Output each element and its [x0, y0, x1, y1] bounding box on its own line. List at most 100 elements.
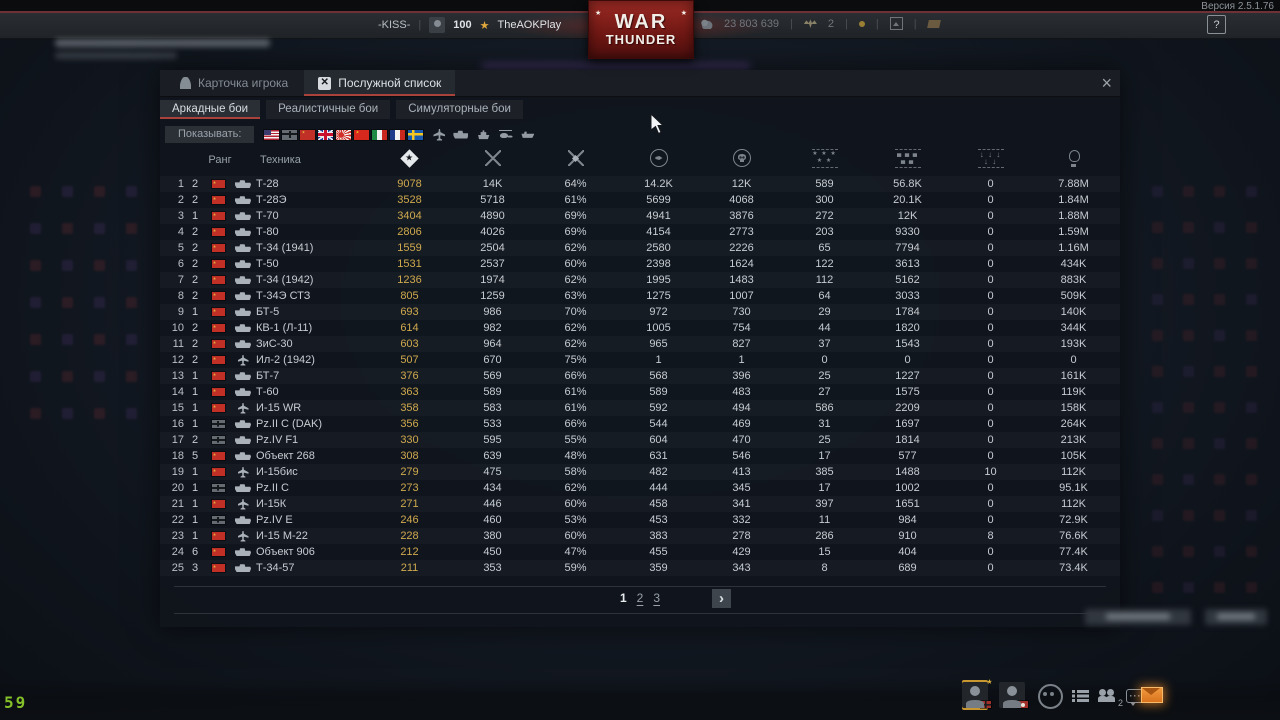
ussr-flag-icon — [210, 211, 226, 221]
table-row[interactable]: 25 3 Т-34-57 211 353 59% 359 343 8 689 0 73.4K — [160, 560, 1120, 576]
tab-realistic-battles[interactable]: Реалистичные бои — [266, 100, 391, 119]
ship-filter-icon[interactable] — [478, 130, 490, 140]
table-row[interactable]: 16 1 Pz.II C (DAK) 356 533 66% 544 469 31 1697 0 26… — [160, 416, 1120, 432]
vehicle-rank: 3 — [191, 562, 199, 574]
table-row[interactable]: 1 2 Т-28 9078 14K 64% 14.2K 12K 589 56.8K 0 7.88M — [160, 176, 1120, 192]
aircraft-filter-icon[interactable] — [433, 128, 446, 141]
divider: | — [845, 17, 848, 30]
page-2[interactable]: 2 — [636, 591, 644, 605]
diamond-star-icon[interactable] — [368, 142, 451, 174]
stat-ground-unit-rows: 689 — [898, 562, 917, 574]
ussr-flag-filter[interactable] — [299, 128, 317, 141]
balloon-icon[interactable] — [1032, 142, 1115, 174]
vehicle-name: БТ-7 — [256, 370, 280, 382]
tab-player-card[interactable]: Карточка игрока — [166, 70, 302, 96]
sweden-flag-filter[interactable] — [407, 128, 425, 141]
stat-air-unit-rows: 17 — [818, 450, 831, 462]
table-row[interactable]: 12 2 Ил-2 (1942) 507 670 75% 1 1 0 0 0 0 — [160, 352, 1120, 368]
uk-flag-filter[interactable] — [317, 128, 335, 141]
help-button[interactable]: ? — [1207, 15, 1226, 34]
background-deco-dot — [1152, 222, 1163, 233]
background-deco-dot — [1246, 330, 1257, 341]
vehicle-rank: 1 — [191, 530, 199, 542]
tank-filter-icon[interactable] — [453, 130, 469, 139]
tab-label: Карточка игрока — [198, 76, 289, 90]
table-row[interactable]: 13 1 БТ-7 376 569 66% 568 396 25 1227 0 161K — [160, 368, 1120, 384]
background-deco-dot — [1152, 366, 1163, 377]
air-unit-rows-icon[interactable]: ★ ★ ★ ★ ★ — [783, 142, 866, 174]
task-list-icon[interactable] — [1072, 689, 1089, 702]
stat-crossed-swords: 2504 — [480, 242, 505, 254]
censored-text-line — [55, 39, 270, 47]
tab-service-record[interactable]: ✕ Послужной список — [304, 70, 456, 96]
table-row[interactable]: 21 1 И-15К 271 446 60% 458 341 397 1651 0 112K — [160, 496, 1120, 512]
next-page-button[interactable]: › — [712, 589, 731, 608]
table-row[interactable]: 8 2 Т-34Э СТЗ 805 1259 63% 1275 1007 64 3033 0 509K — [160, 288, 1120, 304]
table-row[interactable]: 10 2 КВ-1 (Л-11) 614 982 62% 1005 754 44 1820 0 344… — [160, 320, 1120, 336]
crossed-swords-icon[interactable] — [451, 142, 534, 174]
stat-balloon: 1.88M — [1058, 210, 1089, 222]
mail-icon[interactable] — [1141, 687, 1163, 703]
background-deco-dot — [126, 297, 137, 308]
stat-air-unit-rows: 31 — [818, 418, 831, 430]
clan-tag[interactable]: -KISS- — [378, 19, 411, 31]
table-row[interactable]: 23 1 И-15 М-22 228 380 60% 383 278 286 910 8 76.6K — [160, 528, 1120, 544]
table-row[interactable]: 11 2 ЗиС-30 603 964 62% 965 827 37 1543 0 193K — [160, 336, 1120, 352]
vehicle-name: Т-34-57 — [256, 562, 295, 574]
tab-arcade-battles[interactable]: Аркадные бои — [160, 100, 261, 119]
stat-naval-unit-rows: 8 — [987, 530, 994, 542]
table-row[interactable]: 2 2 Т-28Э 3528 5718 61% 5699 4068 300 20.1K 0 1.84M — [160, 192, 1120, 208]
japan-flag-filter[interactable] — [335, 128, 353, 141]
table-row[interactable]: 22 1 Pz.IV E 246 460 53% 453 332 11 984 0 72.9K — [160, 512, 1120, 528]
stat-balloon: 112K — [1061, 466, 1086, 478]
rank-column-header[interactable]: Ранг — [208, 154, 232, 166]
table-row[interactable]: 17 2 Pz.IV F1 330 595 55% 604 470 25 1814 0 213K — [160, 432, 1120, 448]
censored-button — [1085, 609, 1191, 625]
stat-crossed-swords: 4890 — [480, 210, 505, 222]
table-row[interactable]: 5 2 Т-34 (1941) 1559 2504 62% 2580 2226 65 7794 0 1… — [160, 240, 1120, 256]
show-filter-button[interactable]: Показывать: — [165, 126, 255, 143]
nation-cell — [206, 307, 230, 317]
row-index: 2 — [177, 194, 184, 206]
usa-flag-filter[interactable] — [263, 128, 281, 141]
squad-icon[interactable] — [1098, 688, 1120, 703]
table-row[interactable]: 18 5 Объект 268 308 639 48% 631 546 17 577 0 105K — [160, 448, 1120, 464]
row-index: 23 — [171, 530, 184, 542]
table-row[interactable]: 4 2 Т-80 2806 4026 69% 4154 2773 203 9330 0 1.59M — [160, 224, 1120, 240]
italy-flag-filter[interactable] — [371, 128, 389, 141]
france-flag-filter[interactable] — [389, 128, 407, 141]
air-target-icon[interactable] — [617, 142, 700, 174]
stat-ground-unit-rows: 577 — [898, 450, 917, 462]
table-row[interactable]: 19 1 И-15бис 279 475 58% 482 413 385 1488 10 112K — [160, 464, 1120, 480]
player-avatar-icon[interactable] — [429, 17, 446, 33]
tab-simulator-battles[interactable]: Симуляторные бои — [396, 100, 523, 119]
table-row[interactable]: 6 2 Т-50 1531 2537 60% 2398 1624 122 3613 0 434K — [160, 256, 1120, 272]
stat-air-unit-rows: 25 — [818, 434, 831, 446]
skull-icon[interactable] — [700, 142, 783, 174]
boat-filter-icon[interactable] — [521, 131, 535, 138]
table-row[interactable]: 14 1 Т-60 363 589 61% 589 483 27 1575 0 119K — [160, 384, 1120, 400]
helicopter-filter-icon[interactable] — [498, 129, 513, 140]
close-icon[interactable]: × — [1101, 73, 1112, 93]
crew-slot-2[interactable] — [999, 682, 1029, 709]
vehicle-column-header[interactable]: Техника — [260, 154, 301, 166]
naval-unit-rows-icon[interactable]: ↓ ↓ ↓ ↓ ↓ — [949, 142, 1032, 174]
germany-flag-filter[interactable] — [281, 128, 299, 141]
ground-unit-rows-icon[interactable]: ▄ ▄ ▄ ▄ ▄ — [866, 142, 949, 174]
table-row[interactable]: 3 1 Т-70 3404 4890 69% 4941 3876 272 12K 0 1.88M — [160, 208, 1120, 224]
china-flag-filter[interactable] — [353, 128, 371, 141]
table-row[interactable]: 7 2 Т-34 (1942) 1236 1974 62% 1995 1483 112 5162 0… — [160, 272, 1120, 288]
gas-mask-icon[interactable] — [1038, 684, 1063, 709]
table-row[interactable]: 24 6 Объект 906 212 450 47% 455 429 15 404 0 77.4K — [160, 544, 1120, 560]
stat-crossed-swords: 5718 — [480, 194, 505, 206]
table-row[interactable]: 9 1 БТ-5 693 986 70% 972 730 29 1784 0 140K — [160, 304, 1120, 320]
crew-slot-1[interactable] — [962, 679, 992, 709]
table-row[interactable]: 20 1 Pz.II C 273 434 62% 444 345 17 1002 0 95.1K — [160, 480, 1120, 496]
page-1[interactable]: 1 — [619, 591, 627, 605]
stat-air-target: 359 — [649, 562, 668, 574]
nation-cell — [206, 435, 230, 445]
crossed-swords-star-icon[interactable] — [534, 142, 617, 174]
table-row[interactable]: 15 1 И-15 WR 358 583 61% 592 494 586 2209 0 158K — [160, 400, 1120, 416]
player-name[interactable]: TheAOKPlay — [497, 19, 562, 31]
page-3[interactable]: 3 — [653, 591, 661, 605]
